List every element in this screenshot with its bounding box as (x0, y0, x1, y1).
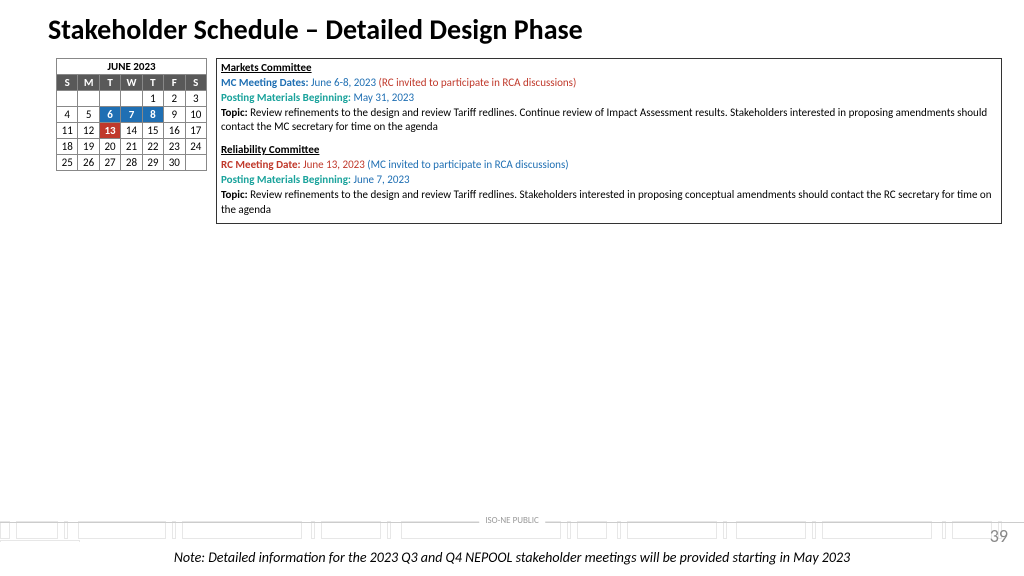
footer: ISO-NE PUBLIC 39 Note: Detailed informat… (0, 522, 1024, 576)
calendar-cell: 22 (142, 139, 163, 155)
calendar-dow: W (121, 75, 142, 91)
calendar-dow: M (78, 75, 99, 91)
calendar-cell: 18 (57, 139, 78, 155)
calendar-dow: T (99, 75, 120, 91)
mc-topic: Review refinements to the design and rev… (221, 106, 987, 134)
calendar-dow: S (57, 75, 78, 91)
calendar-cell: 23 (164, 139, 185, 155)
calendar-cell: 26 (78, 155, 99, 171)
calendar-cell: 16 (164, 123, 185, 139)
markets-title: Markets Committee (221, 61, 997, 76)
calendar-cell (57, 91, 78, 107)
calendar-cell: 8 (142, 107, 163, 123)
calendar-cell (99, 91, 120, 107)
calendar-cell: 12 (78, 123, 99, 139)
calendar-cell: 25 (57, 155, 78, 171)
calendar-body: 1234567891011121314151617181920212223242… (57, 91, 207, 171)
footer-tag: ISO-NE PUBLIC (479, 515, 545, 526)
calendar-cell: 20 (99, 139, 120, 155)
calendar-cell: 5 (78, 107, 99, 123)
rc-date: June 13, 2023 (301, 158, 368, 171)
calendar-cell: 27 (99, 155, 120, 171)
mc-posting-label: Posting Materials Beginning: (221, 91, 351, 104)
calendar-cell: 10 (185, 107, 206, 123)
calendar-cell (121, 91, 142, 107)
calendar-cell: 19 (78, 139, 99, 155)
rc-topic: Review refinements to the design and rev… (221, 188, 991, 216)
mc-dates: June 6-8, 2023 (308, 76, 378, 89)
calendar-cell: 17 (185, 123, 206, 139)
calendar-cell: 21 (121, 139, 142, 155)
rc-posting-label: Posting Materials Beginning: (221, 173, 351, 186)
mc-posting: May 31, 2023 (351, 91, 414, 104)
page-title: Stakeholder Schedule – Detailed Design P… (48, 12, 583, 47)
mc-rc-note: (RC invited to participate in RCA discus… (379, 76, 577, 89)
reliability-title: Reliability Committee (221, 143, 997, 158)
calendar-cell: 4 (57, 107, 78, 123)
calendar-cell: 28 (121, 155, 142, 171)
rc-posting: June 7, 2023 (351, 173, 410, 186)
calendar-dow-row: SMTWTFS (57, 75, 207, 91)
footer-note: Note: Detailed information for the 2023 … (0, 549, 1024, 566)
calendar-cell: 13 (99, 123, 120, 139)
calendar-cell: 15 (142, 123, 163, 139)
calendar-cell: 3 (185, 91, 206, 107)
calendar-dow: T (142, 75, 163, 91)
calendar-cell: 9 (164, 107, 185, 123)
calendar-cell (185, 155, 206, 171)
calendar-cell: 2 (164, 91, 185, 107)
calendar-cell: 1 (142, 91, 163, 107)
calendar-cell: 30 (164, 155, 185, 171)
calendar-cell: 11 (57, 123, 78, 139)
detail-panel: Markets Committee MC Meeting Dates: June… (216, 58, 1002, 224)
rc-topic-label: Topic: (221, 188, 248, 201)
calendar-dow: S (185, 75, 206, 91)
calendar: JUNE 2023 SMTWTFS 1234567891011121314151… (56, 58, 207, 171)
rc-mc-note: (MC invited to participate in RCA discus… (367, 158, 568, 171)
calendar-cell: 24 (185, 139, 206, 155)
calendar-dow: F (164, 75, 185, 91)
rc-date-label: RC Meeting Date: (221, 158, 301, 171)
calendar-cell (78, 91, 99, 107)
calendar-month: JUNE 2023 (57, 59, 207, 75)
calendar-cell: 29 (142, 155, 163, 171)
mc-dates-label: MC Meeting Dates: (221, 76, 308, 89)
mc-topic-label: Topic: (221, 106, 248, 119)
page-number: 39 (990, 525, 1008, 547)
calendar-cell: 7 (121, 107, 142, 123)
calendar-cell: 14 (121, 123, 142, 139)
calendar-cell: 6 (99, 107, 120, 123)
